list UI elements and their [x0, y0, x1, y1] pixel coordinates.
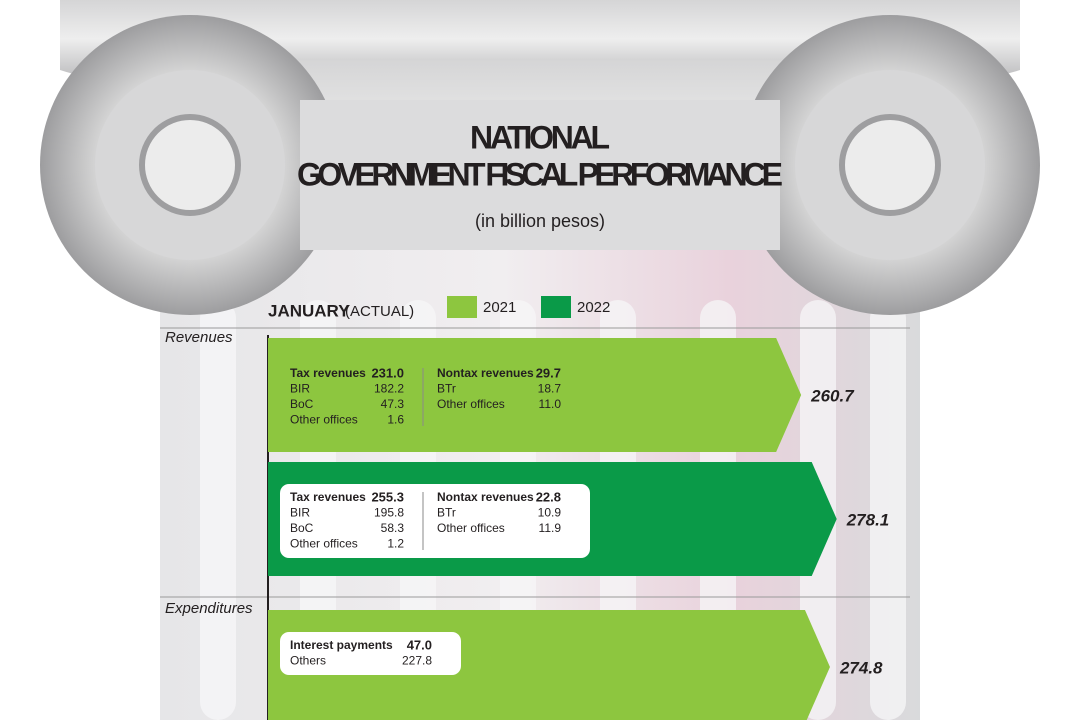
subtitle: (in billion pesos) — [475, 211, 605, 231]
detail-label: Tax revenues — [290, 490, 366, 504]
detail-value: 18.7 — [538, 382, 562, 396]
legend-label: 2021 — [483, 299, 516, 316]
period-label: JANUARY — [268, 301, 350, 320]
detail-value: 11.9 — [539, 521, 562, 535]
detail-value: 255.3 — [371, 489, 404, 504]
bar-total: 274.8 — [839, 658, 883, 677]
detail-value: 1.2 — [387, 537, 404, 551]
detail-label: Other offices — [290, 413, 358, 427]
detail-label: Nontax revenues — [437, 490, 534, 504]
detail-value: 182.2 — [374, 382, 404, 396]
bar — [268, 338, 802, 452]
detail-label: BoC — [290, 397, 314, 411]
detail-label: BIR — [290, 382, 310, 396]
period-note: (ACTUAL) — [345, 303, 414, 320]
detail-value: 227.8 — [402, 654, 432, 668]
detail-label: Interest payments — [290, 638, 393, 652]
detail-label: Other offices — [437, 521, 505, 535]
detail-value: 22.8 — [536, 489, 561, 504]
detail-label: BTr — [437, 506, 456, 520]
detail-box — [280, 632, 461, 675]
detail-value: 1.6 — [387, 413, 404, 427]
section-label: Expenditures — [165, 600, 253, 617]
detail-label: Tax revenues — [290, 366, 366, 380]
detail-label: BIR — [290, 506, 310, 520]
detail-value: 47.0 — [407, 637, 432, 652]
title-line: GOVERNMENT FISCAL PERFORMANCE — [297, 156, 783, 192]
detail-label: BoC — [290, 521, 314, 535]
legend-label: 2022 — [577, 299, 610, 316]
detail-label: Other offices — [290, 537, 358, 551]
detail-value: 10.9 — [538, 506, 562, 520]
bar-total: 278.1 — [846, 510, 890, 529]
legend-swatch — [447, 296, 477, 318]
detail-value: 231.0 — [371, 365, 404, 380]
detail-value: 58.3 — [381, 521, 405, 535]
detail-value: 195.8 — [374, 506, 404, 520]
detail-value: 11.0 — [539, 397, 562, 411]
legend-swatch — [541, 296, 571, 318]
detail-value: 29.7 — [536, 365, 561, 380]
detail-label: BTr — [437, 382, 456, 396]
detail-label: Nontax revenues — [437, 366, 534, 380]
detail-box — [280, 484, 590, 558]
detail-label: Others — [290, 654, 326, 668]
bar-total: 260.7 — [810, 386, 855, 405]
title-line: NATIONAL — [470, 119, 610, 155]
section-label: Revenues — [165, 329, 233, 346]
detail-label: Other offices — [437, 397, 505, 411]
detail-value: 47.3 — [381, 397, 405, 411]
